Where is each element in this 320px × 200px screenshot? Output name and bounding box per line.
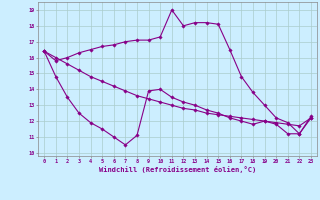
X-axis label: Windchill (Refroidissement éolien,°C): Windchill (Refroidissement éolien,°C) — [99, 166, 256, 173]
